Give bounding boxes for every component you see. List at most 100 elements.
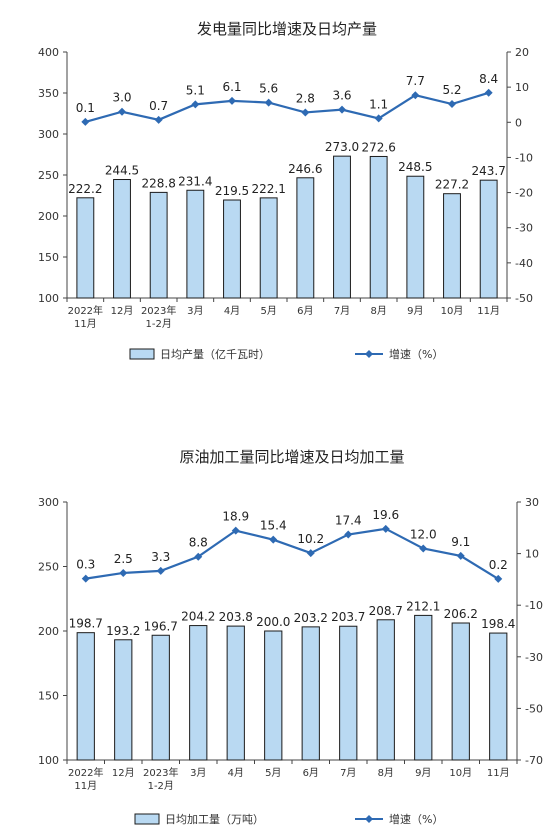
line-data-label: 6.1: [222, 80, 241, 94]
line-data-label: 19.6: [372, 508, 399, 522]
bar-data-label: 200.0: [256, 615, 290, 629]
line-data-label: 3.6: [332, 89, 351, 103]
x-tick-label: 7月: [340, 767, 356, 779]
line-point: [81, 574, 90, 583]
y2-tick-label: -30: [525, 651, 543, 664]
bar: [151, 634, 170, 761]
line-point: [269, 535, 278, 544]
chart-title: 原油加工量同比增速及日均加工量: [179, 448, 404, 466]
x-tick-label: 11月: [487, 767, 510, 779]
y2-tick-label: -10: [515, 151, 533, 164]
x-tick-label: 2023年: [143, 766, 178, 779]
line-data-label: 7.7: [406, 74, 425, 88]
y-tick-label: 100: [38, 292, 59, 305]
bar: [113, 179, 131, 299]
x-tick-label: 11月: [74, 780, 97, 792]
line-point: [381, 524, 390, 533]
line-data-label: 15.4: [260, 519, 287, 533]
bar-data-label: 227.2: [435, 178, 469, 192]
x-tick-label: 1-2月: [148, 780, 174, 792]
x-tick-label: 9月: [407, 305, 423, 317]
y2-tick-label: -20: [515, 187, 533, 200]
y-tick-label: 400: [38, 46, 59, 59]
bar: [186, 189, 205, 299]
chart-1: 发电量同比增速及日均产量100150200250300350400-50-40-…: [38, 20, 533, 361]
line-data-label: 2.8: [296, 91, 315, 105]
line-data-label: 8.4: [479, 72, 498, 86]
bar-data-label: 203.7: [331, 610, 365, 624]
bar: [264, 630, 283, 761]
y-tick-label: 150: [38, 690, 59, 703]
line-point: [154, 115, 163, 124]
bar-data-label: 196.7: [144, 619, 178, 633]
x-tick-label: 8月: [378, 767, 394, 779]
line-point: [456, 551, 465, 560]
legend-line-label: 增速（%）: [389, 812, 443, 826]
line-data-label: 5.1: [186, 83, 205, 97]
line-point: [228, 96, 236, 105]
bar-data-label: 228.8: [141, 176, 175, 190]
line-data-label: 0.2: [489, 558, 508, 572]
chart-title: 发电量同比增速及日均产量: [197, 20, 377, 38]
bar: [114, 639, 133, 761]
y-tick-label: 200: [38, 210, 59, 223]
bar: [443, 193, 461, 299]
y-tick-label: 150: [38, 251, 59, 264]
bar-data-label: 212.1: [406, 599, 440, 613]
legend-bar-swatch: [129, 348, 155, 360]
line-point: [411, 91, 420, 100]
bar-data-label: 193.2: [106, 624, 140, 638]
y2-tick-label: 30: [525, 496, 539, 509]
y2-tick-label: 10: [515, 81, 529, 94]
x-tick-label: 1-2月: [145, 318, 171, 330]
line-data-label: 10.2: [297, 532, 324, 546]
bar-data-label: 198.4: [481, 617, 515, 631]
line-point: [419, 544, 428, 553]
y-tick-label: 250: [38, 561, 59, 574]
bar: [414, 614, 433, 761]
bar: [339, 625, 358, 761]
line-point: [81, 117, 90, 126]
bar: [369, 155, 388, 299]
legend-bar-swatch: [134, 813, 160, 825]
y2-tick-label: 10: [525, 548, 539, 561]
bar-data-label: 248.5: [398, 160, 432, 174]
chart-2: 原油加工量同比增速及日均加工量 100 150 200 250 300 -70 -50 -30 -…: [38, 448, 543, 826]
bar-data-label: 222.2: [68, 182, 102, 196]
line-data-label: 3.0: [112, 91, 131, 105]
bar: [333, 155, 351, 299]
x-tick-label: 10月: [441, 305, 464, 317]
legend-bar-label: 日均产量（亿千瓦时）: [160, 347, 270, 361]
x-tick-label: 4月: [228, 767, 244, 779]
y-tick-label: 300: [38, 128, 59, 141]
line-point: [484, 88, 493, 97]
x-tick-label: 2022年: [68, 766, 103, 779]
line-data-label: 9.1: [451, 535, 470, 549]
line-data-label: 5.6: [259, 82, 278, 96]
y-tick-label: 300: [38, 496, 59, 509]
line-data-label: 0.7: [149, 99, 168, 113]
x-tick-label: 8月: [370, 305, 386, 317]
x-tick-label: 10月: [449, 767, 472, 779]
bar-data-label: 272.6: [361, 140, 395, 154]
x-tick-label: 7月: [334, 305, 350, 317]
bar-data-label: 203.2: [294, 611, 328, 625]
y-tick-label: 200: [38, 625, 59, 638]
bar: [149, 191, 168, 299]
x-tick-label: 3月: [187, 305, 203, 317]
legend-line-marker: [365, 350, 373, 358]
line-point: [448, 100, 456, 109]
line-point: [338, 105, 346, 114]
y-tick-label: 250: [38, 169, 59, 182]
y2-tick-label: -50: [525, 702, 543, 715]
y2-tick-label: -30: [515, 222, 533, 235]
bar: [301, 626, 320, 761]
x-tick-label: 11月: [477, 305, 500, 317]
line-point: [194, 552, 203, 561]
bar-data-label: 198.7: [69, 617, 103, 631]
bar-data-label: 208.7: [369, 604, 403, 618]
bar-data-label: 203.8: [219, 610, 253, 624]
line-data-label: 0.3: [76, 558, 95, 572]
growth-line: [85, 91, 489, 123]
